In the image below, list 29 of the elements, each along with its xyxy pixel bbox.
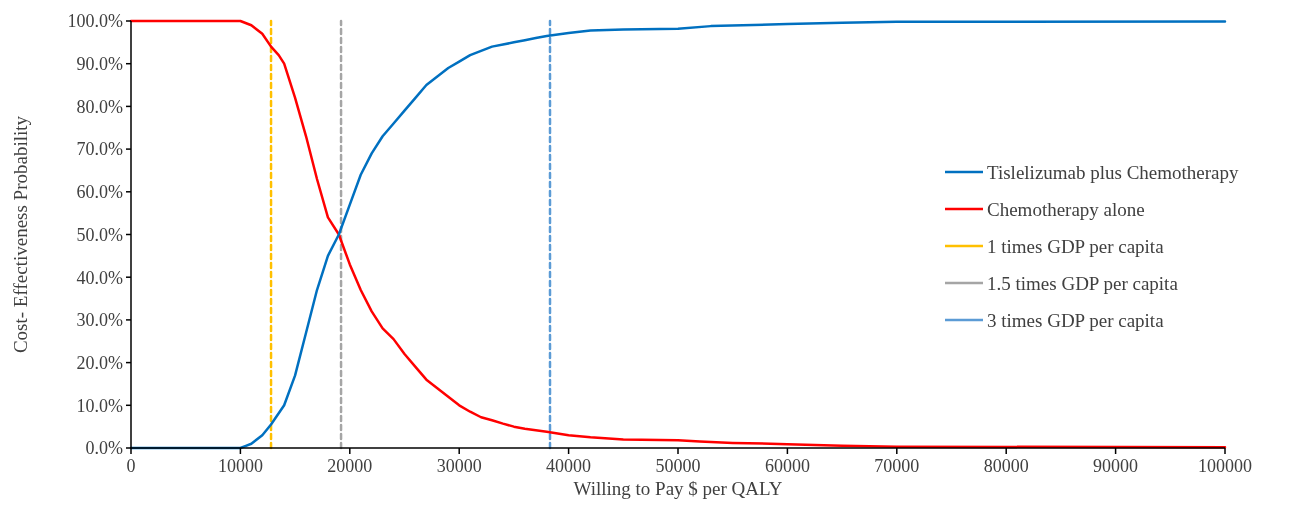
legend-label: 3 times GDP per capita <box>987 309 1165 331</box>
x-tick-label: 90000 <box>1093 456 1139 476</box>
x-tick-label: 40000 <box>546 456 592 476</box>
y-tick-label: 30.0% <box>76 310 123 331</box>
x-tick-label: 100000 <box>1198 456 1252 476</box>
legend-label: 1.5 times GDP per capita <box>987 272 1179 294</box>
y-tick-label: 0.0% <box>85 438 123 459</box>
legend-label: Tislelizumab plus Chemotherapy <box>987 161 1240 183</box>
y-tick-label: 90.0% <box>76 54 123 74</box>
y-tick-label: 10.0% <box>76 395 123 416</box>
legend-label: 1 times GDP per capita <box>987 235 1165 257</box>
y-tick-label: 70.0% <box>76 139 123 160</box>
y-tick-label: 20.0% <box>76 352 123 373</box>
x-tick-label: 60000 <box>764 456 810 476</box>
x-tick-label: 70000 <box>874 456 920 476</box>
y-tick-label: 80.0% <box>76 96 123 117</box>
x-tick-label: 20000 <box>327 456 373 476</box>
x-tick-label: 10000 <box>217 456 263 476</box>
x-tick-label: 80000 <box>983 456 1029 476</box>
x-axis-title: Willing to Pay $ per QALY <box>573 478 783 499</box>
y-tick-label: 60.0% <box>76 182 123 203</box>
x-tick-label: 30000 <box>436 456 482 476</box>
legend-label: Chemotherapy alone <box>987 198 1145 220</box>
x-tick-label: 50000 <box>655 456 701 476</box>
x-tick-label: 0 <box>126 456 136 476</box>
y-tick-label: 40.0% <box>76 267 123 288</box>
y-tick-label: 50.0% <box>76 224 123 245</box>
y-tick-label: 100.0% <box>67 11 123 32</box>
y-axis-title: Cost- Effectiveness Probability <box>10 115 31 354</box>
